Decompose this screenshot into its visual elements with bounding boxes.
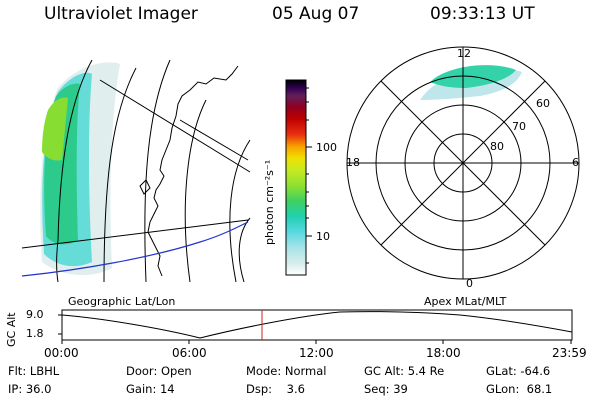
longitude-line xyxy=(21,219,249,249)
time-tick-0000: 00:00 xyxy=(44,346,79,360)
right-panel-label: Apex MLat/MLT xyxy=(424,295,507,308)
colorbar-tick-10: 10 xyxy=(316,230,330,243)
time-tick-0600: 06:00 xyxy=(172,346,207,360)
color-scale-bar xyxy=(285,79,312,276)
info-glat: GLat: -64.6 xyxy=(486,364,551,378)
altitude-curve xyxy=(61,311,573,339)
info-door: Door: Open xyxy=(126,364,192,378)
mlat-label-70: 70 xyxy=(512,120,526,133)
colorbar-unit-label: photon cm⁻²s⁻¹ xyxy=(263,159,276,245)
mlt-label-0: 0 xyxy=(466,277,473,290)
latitude-line xyxy=(56,59,93,283)
alt-axis-title: GC Alt xyxy=(5,312,18,347)
longitude-line xyxy=(179,119,249,161)
info-filter: Flt: LBHL xyxy=(8,364,60,378)
colorbar-tick-100: 100 xyxy=(316,141,337,154)
info-gc-alt: GC Alt: 5.4 Re xyxy=(364,364,445,378)
time-tick-2359: 23:59 xyxy=(552,346,587,360)
left-panel-label: Geographic Lat/Lon xyxy=(68,295,176,308)
color-gradient xyxy=(285,79,307,276)
island-outline xyxy=(139,179,151,195)
mlat-label-80: 80 xyxy=(490,140,504,153)
info-ip: IP: 36.0 xyxy=(8,382,52,396)
latitude-line xyxy=(103,67,137,283)
longitude-line xyxy=(99,79,251,173)
date-label: 05 Aug 07 xyxy=(272,4,360,24)
coastline xyxy=(147,65,239,277)
instrument-title: Ultraviolet Imager xyxy=(44,4,198,24)
time-label: 09:33:13 UT xyxy=(430,4,535,24)
mlat-label-60: 60 xyxy=(536,97,550,110)
latitude-line xyxy=(229,139,251,283)
terminator-line xyxy=(21,221,249,277)
info-mode: Mode: Normal xyxy=(246,364,327,378)
polar-plot xyxy=(346,46,580,280)
alt-tick-1-8: 1.8 xyxy=(26,327,44,340)
info-glon: GLon: 68.1 xyxy=(486,382,553,396)
latitude-line xyxy=(238,217,251,283)
info-seq: Seq: 39 xyxy=(364,382,408,396)
latitude-line xyxy=(184,99,207,283)
mlt-diagonal xyxy=(380,80,546,246)
mlt-label-18: 18 xyxy=(346,156,360,169)
aurora-bright-region xyxy=(42,97,68,161)
alt-tick-9: 9.0 xyxy=(26,308,44,321)
info-dsp: Dsp: 3.6 xyxy=(246,382,305,396)
geographic-map xyxy=(21,59,251,283)
mlt-label-12: 12 xyxy=(457,47,471,60)
time-tick-1200: 12:00 xyxy=(299,346,334,360)
time-tick-1800: 18:00 xyxy=(426,346,461,360)
info-gain: Gain: 14 xyxy=(126,382,175,396)
mlt-label-6: 6 xyxy=(572,156,579,169)
latitude-line xyxy=(144,59,171,283)
altitude-plot xyxy=(58,309,573,344)
